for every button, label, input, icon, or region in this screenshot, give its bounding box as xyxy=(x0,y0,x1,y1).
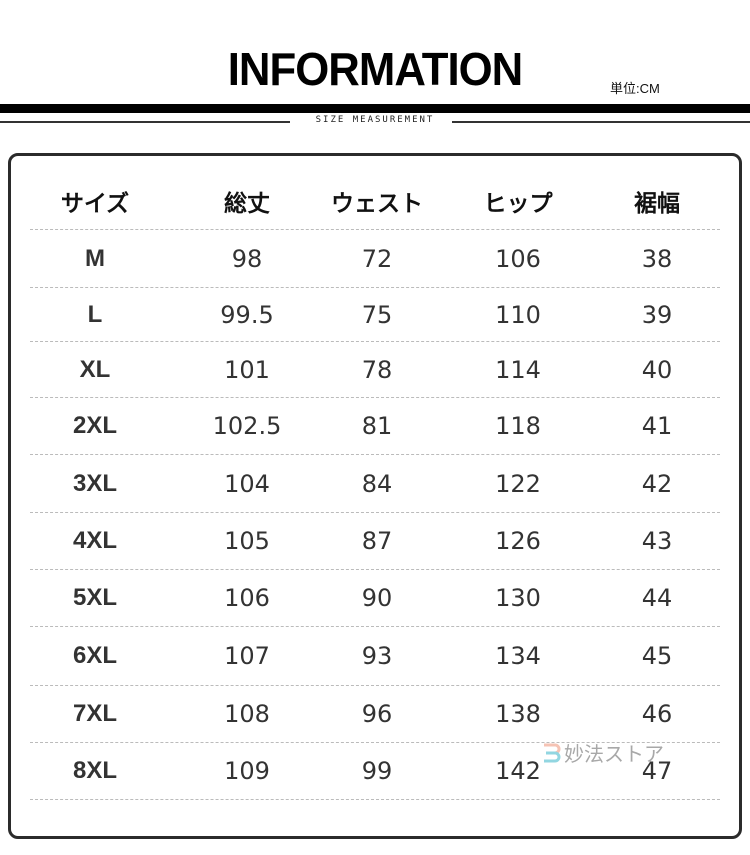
value-cell: 106 xyxy=(495,244,541,273)
value-cell: 42 xyxy=(641,469,673,498)
value-cell: 130 xyxy=(495,584,541,612)
size-cell: 8XL xyxy=(72,757,118,784)
divider-line-left xyxy=(0,121,290,123)
value-cell: 138 xyxy=(495,700,541,728)
value-cell: 126 xyxy=(495,527,541,555)
size-table-frame xyxy=(8,153,742,839)
unit-label: 単位:CM xyxy=(610,81,660,96)
column-header: サイズ xyxy=(60,190,130,217)
value-cell: 87 xyxy=(361,527,393,555)
table-row: 4XL 105 87 126 43 xyxy=(30,513,720,570)
value-cell: 105 xyxy=(224,527,270,555)
size-cell: 4XL xyxy=(72,527,118,554)
page-title: INFORMATION xyxy=(227,43,524,95)
size-cell: 7XL xyxy=(72,700,118,727)
value-cell: 84 xyxy=(361,469,393,498)
value-cell: 99.5 xyxy=(220,300,274,329)
size-cell: 5XL xyxy=(72,584,118,611)
column-header: 裾幅 xyxy=(634,190,680,217)
value-cell: 108 xyxy=(224,700,270,728)
value-cell: 39 xyxy=(641,300,673,329)
store-watermark: 妙法ストア xyxy=(540,738,664,767)
value-cell: 107 xyxy=(224,642,270,670)
value-cell: 78 xyxy=(361,355,393,384)
value-cell: 96 xyxy=(361,700,393,728)
value-cell: 93 xyxy=(361,642,393,670)
value-cell: 81 xyxy=(361,412,393,440)
size-cell: 3XL xyxy=(72,469,118,497)
value-cell: 75 xyxy=(361,300,393,329)
size-cell: 2XL xyxy=(72,412,118,439)
value-cell: 98 xyxy=(231,244,263,273)
value-cell: 106 xyxy=(224,584,270,612)
size-cell: L xyxy=(87,300,103,328)
table-row: M 98 72 106 38 xyxy=(30,230,720,288)
size-cell: M xyxy=(85,244,105,272)
value-cell: 41 xyxy=(641,412,673,440)
value-cell: 45 xyxy=(641,642,673,670)
table-row: 8XL 109 99 142 47 xyxy=(30,743,720,800)
table-row: 6XL 107 93 134 45 xyxy=(30,627,720,686)
store-logo-icon xyxy=(544,743,561,762)
value-cell: 114 xyxy=(495,355,541,384)
value-cell: 47 xyxy=(641,757,673,785)
value-cell: 134 xyxy=(495,642,541,670)
value-cell: 72 xyxy=(361,244,393,273)
table-header-row: サイズ 総丈 ウェスト ヒップ 裾幅 xyxy=(30,172,720,230)
table-row: 2XL 102.5 81 118 41 xyxy=(30,398,720,455)
value-cell: 109 xyxy=(224,757,270,785)
size-cell: 6XL xyxy=(72,642,118,669)
header-divider-bar xyxy=(0,104,750,113)
column-header: ウェスト xyxy=(331,190,423,217)
table-row: XL 101 78 114 40 xyxy=(30,342,720,398)
table-row: 5XL 106 90 130 44 xyxy=(30,570,720,627)
value-cell: 43 xyxy=(641,527,673,555)
size-cell: XL xyxy=(79,355,111,383)
table-row: 7XL 108 96 138 46 xyxy=(30,686,720,743)
section-subtitle: SIZE MEASUREMENT xyxy=(315,115,435,125)
column-header: 総丈 xyxy=(224,190,270,217)
value-cell: 118 xyxy=(495,412,541,440)
value-cell: 102.5 xyxy=(212,412,282,440)
watermark-text: 妙法ストア xyxy=(564,742,664,766)
value-cell: 122 xyxy=(495,469,541,498)
value-cell: 46 xyxy=(641,700,673,728)
value-cell: 104 xyxy=(224,469,270,498)
value-cell: 99 xyxy=(361,757,393,785)
value-cell: 40 xyxy=(641,355,673,384)
value-cell: 101 xyxy=(224,355,270,384)
table-row: 3XL 104 84 122 42 xyxy=(30,455,720,513)
value-cell: 110 xyxy=(495,300,541,329)
value-cell: 142 xyxy=(495,757,541,785)
value-cell: 44 xyxy=(641,584,673,612)
column-header: ヒップ xyxy=(483,190,553,217)
table-row: L 99.5 75 110 39 xyxy=(30,288,720,342)
value-cell: 90 xyxy=(361,584,393,612)
divider-line-right xyxy=(452,121,750,123)
value-cell: 38 xyxy=(641,244,673,273)
